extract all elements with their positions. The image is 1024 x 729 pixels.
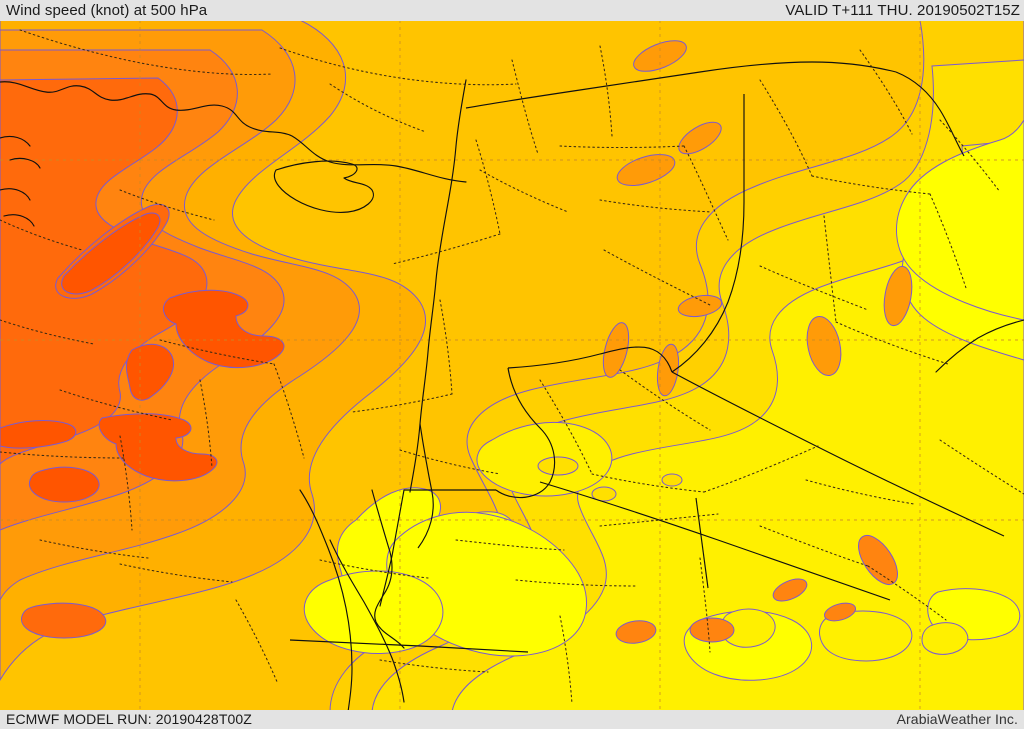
border-turkey-iraq (895, 71, 965, 157)
band-35-gulf-b (819, 610, 913, 662)
band-75-core-d (98, 413, 218, 482)
page-title: Wind speed (knot) at 500 hPa (6, 2, 208, 19)
blob-se-e (689, 617, 735, 643)
sinai-gulf-suez (329, 539, 405, 703)
header-bar: Wind speed (knot) at 500 hPa VALID T+111… (0, 0, 1024, 21)
blob-iraq-b (883, 265, 913, 327)
border-jordan-israel (417, 423, 434, 549)
band-75-core-f (28, 466, 100, 503)
border-inner-arabia (695, 497, 709, 589)
blob-se-c (823, 602, 857, 622)
weather-contour-map (0, 20, 1024, 712)
band-30-ne (896, 20, 1024, 321)
red-sea-west (299, 489, 353, 712)
border-jordan-saudi (495, 367, 556, 499)
blob-pale-b (591, 486, 617, 502)
blob-n-syria-b (678, 121, 722, 155)
blob-se-b (772, 578, 808, 602)
blob-pale-a (537, 456, 579, 476)
jet-core-blobs (0, 203, 285, 639)
cyprus (273, 160, 374, 213)
footer-bar: ECMWF MODEL RUN: 20190428T00Z ArabiaWeat… (0, 710, 1024, 729)
band-75-core-a (61, 212, 161, 295)
border-syria-jordan (507, 346, 673, 373)
admin-boundaries (0, 29, 1024, 705)
aegean-islands (0, 135, 41, 227)
band-75-core-e (0, 420, 77, 449)
band-35-pocket-b (921, 622, 969, 655)
brand-label: ArabiaWeather Inc. (896, 711, 1018, 727)
border-egypt-sudan (289, 639, 529, 653)
model-run-label: ECMWF MODEL RUN: 20190428T00Z (6, 711, 252, 727)
border-syria-iraq (671, 94, 745, 373)
valid-time-label: VALID T+111 THU. 20190502T15Z (785, 2, 1020, 19)
sinai-gulf-aqaba (379, 489, 405, 607)
blob-se-a (858, 535, 898, 585)
border-saudi-iraq-se (539, 481, 891, 601)
graticule (0, 20, 1024, 712)
border-iraq-saudi (671, 371, 1005, 537)
country-borders (289, 61, 1005, 653)
border-turkey-syria (465, 61, 897, 109)
blob-iraq-a (806, 315, 842, 377)
band-70-core-g (21, 602, 107, 639)
blob-jordan-b (656, 343, 680, 397)
blob-jordan-c (677, 294, 723, 318)
map-canvas[interactable] (0, 20, 1024, 712)
sinai-peninsula (371, 489, 405, 649)
persian-gulf (935, 319, 1024, 373)
band-75-core-c (125, 343, 174, 401)
turkey-coast (0, 81, 467, 183)
blob-pale-c (661, 473, 683, 487)
blob-se-d (615, 620, 657, 644)
